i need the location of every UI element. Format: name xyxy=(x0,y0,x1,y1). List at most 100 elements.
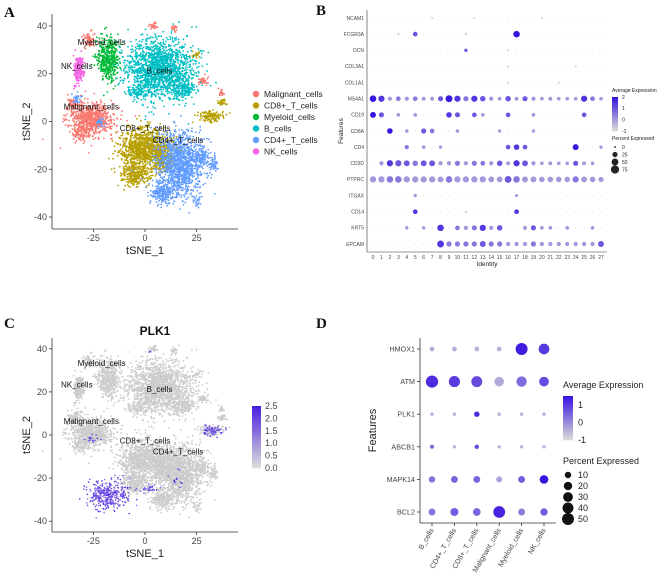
panel-a-point xyxy=(64,124,67,126)
panel-a-point xyxy=(144,98,147,101)
panel-a-point xyxy=(148,88,151,90)
panel-a-point xyxy=(145,84,148,87)
panel-a-point xyxy=(185,69,188,71)
panel-a-point xyxy=(147,161,149,164)
panel-a-point xyxy=(140,147,143,149)
panel-a-point xyxy=(134,136,137,139)
panel-a-point xyxy=(134,60,136,63)
panel-a-point xyxy=(109,70,112,72)
panel-a-point xyxy=(113,171,116,174)
panel-a-point xyxy=(71,113,74,116)
panel-a-point xyxy=(141,159,144,161)
panel-a-point xyxy=(137,152,140,155)
panel-a-point xyxy=(194,62,197,65)
panel-a-point xyxy=(126,184,129,186)
panel-a-point xyxy=(184,75,186,78)
panel-a-point xyxy=(119,143,122,146)
panel-a-point xyxy=(191,121,194,124)
panel-a-point xyxy=(170,25,173,28)
panel-a-point xyxy=(138,135,141,137)
panel-a-point xyxy=(130,164,133,167)
panel-a-point xyxy=(86,107,89,110)
panel-a-point xyxy=(97,57,100,60)
panel-a-point xyxy=(111,140,114,142)
panel-a-point xyxy=(111,125,113,128)
panel-a-point xyxy=(189,91,192,94)
panel-a-point xyxy=(223,98,226,101)
panel-a-point xyxy=(142,170,145,172)
panel-a-point xyxy=(135,164,137,166)
panel-a-point xyxy=(150,59,153,62)
panel-a-point xyxy=(137,143,140,146)
panel-a-point xyxy=(150,91,153,94)
panel-a-point xyxy=(152,113,155,116)
panel-a-point xyxy=(206,63,208,65)
panel-a-point xyxy=(135,70,137,73)
panel-a-point xyxy=(153,63,156,65)
panel-a-point xyxy=(84,90,87,93)
panel-a-point xyxy=(136,159,139,162)
panel-a-point xyxy=(90,144,93,147)
panel-a-point xyxy=(150,102,153,104)
panel-a-point xyxy=(185,53,188,56)
panel-a-point xyxy=(143,85,146,88)
panel-a-point xyxy=(139,136,142,139)
panel-a-point xyxy=(189,59,192,62)
panel-a-point xyxy=(189,69,191,72)
panel-a-point xyxy=(188,94,190,97)
panel-a-point xyxy=(142,151,145,154)
panel-a-point xyxy=(106,35,109,38)
panel-a-point xyxy=(143,70,145,73)
panel-a-point xyxy=(129,176,132,179)
panel-a-point xyxy=(148,23,151,26)
panel-a-point xyxy=(161,76,164,79)
panel-a-point xyxy=(144,181,146,184)
panel-a-point xyxy=(159,62,161,64)
panel-a-point xyxy=(87,98,89,100)
panel-a-point xyxy=(93,32,96,35)
panel-a-point xyxy=(111,108,114,111)
panel-a-point xyxy=(202,115,204,118)
panel-a-point xyxy=(123,161,125,164)
panel-a-point xyxy=(182,70,184,72)
panel-a-point xyxy=(125,93,127,95)
panel-a-point xyxy=(152,102,155,105)
panel-a-point xyxy=(74,141,77,144)
panel-a-point xyxy=(79,125,81,128)
panel-a-point xyxy=(174,60,177,63)
panel-a-point xyxy=(138,88,141,91)
panel-a-point xyxy=(80,99,82,102)
panel-a-point xyxy=(171,27,174,30)
panel-a-point xyxy=(77,133,80,136)
panel-a-point xyxy=(169,58,172,61)
panel-a-point xyxy=(146,34,149,36)
panel-a-point xyxy=(94,56,96,59)
panel-a-point xyxy=(136,42,139,45)
panel-a-point xyxy=(186,35,188,38)
panel-a-point xyxy=(128,142,130,145)
panel-a-point xyxy=(163,105,166,108)
panel-a-point xyxy=(174,37,176,40)
panel-a-point xyxy=(128,180,130,183)
panel-a-point xyxy=(130,48,132,51)
panel-a-point xyxy=(139,141,142,144)
panel-a-point xyxy=(97,112,100,115)
panel-a-point xyxy=(85,128,87,131)
panel-a-point xyxy=(146,106,149,109)
panel-a-point xyxy=(194,71,197,74)
panel-a-point xyxy=(192,50,194,53)
panel-a-point xyxy=(217,100,219,102)
panel-a-point xyxy=(81,101,84,104)
panel-a-point xyxy=(143,147,145,150)
panel-a-point xyxy=(156,86,159,89)
panel-a-point xyxy=(141,64,144,66)
panel-a-point xyxy=(138,133,141,136)
panel-a-point xyxy=(171,75,174,78)
panel-a-point xyxy=(125,148,127,151)
panel-a-point xyxy=(97,138,100,141)
panel-a-point xyxy=(92,112,94,115)
panel-a-point xyxy=(71,132,74,135)
panel-a-point xyxy=(129,186,132,188)
panel-a-point xyxy=(156,55,159,58)
panel-a-point xyxy=(133,141,136,144)
